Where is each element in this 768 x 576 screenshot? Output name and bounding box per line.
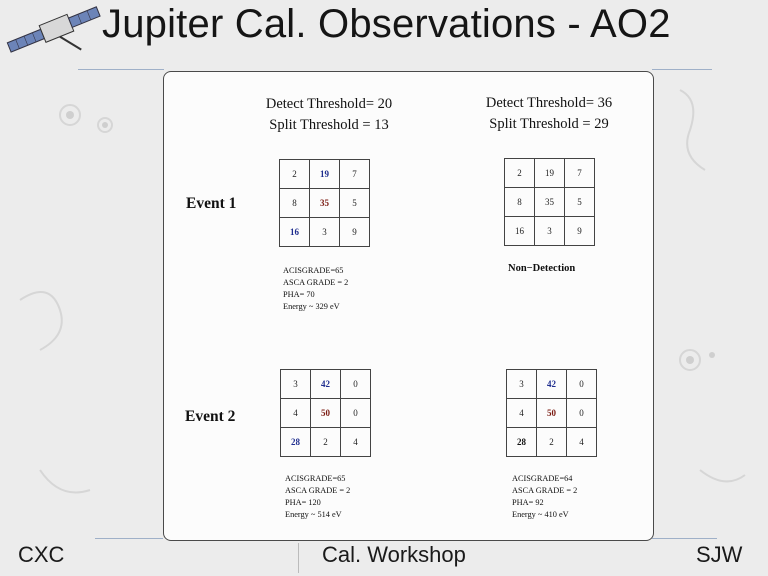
event-1-left-info: ACISGRADE=65 ASCA GRADE = 2 PHA= 70 Ener…	[283, 265, 348, 313]
grid-cell: 5	[564, 187, 595, 217]
grid-row: 4 50 0	[506, 398, 597, 428]
grid-row: 3 42 0	[506, 369, 597, 399]
grid-cell: 8	[279, 188, 310, 218]
grid-cell: 35	[534, 187, 565, 217]
energy-value: Energy ~ 410 eV	[512, 510, 569, 519]
event-2-right-grid: 3 42 0 4 50 0 28 2 4	[506, 369, 597, 457]
pha-value: PHA= 70	[283, 290, 315, 299]
satellite-icon	[6, 6, 101, 53]
energy-value: Energy ~ 514 eV	[285, 510, 342, 519]
left-threshold-block: Detect Threshold= 20 Split Threshold = 1…	[244, 94, 414, 136]
grid-cell: 7	[564, 158, 595, 188]
grid-row: 4 50 0	[280, 398, 371, 428]
grid-cell: 3	[506, 369, 537, 399]
grid-cell: 2	[504, 158, 535, 188]
grid-cell: 9	[339, 217, 370, 247]
asca-grade: ASCA GRADE = 2	[285, 486, 351, 495]
right-split-threshold: Split Threshold = 29	[489, 116, 609, 132]
non-detection-label: Non−Detection	[508, 263, 576, 274]
right-threshold-block: Detect Threshold= 36 Split Threshold = 2…	[464, 93, 634, 135]
grid-cell: 42	[536, 369, 567, 399]
event-1-right-grid: 2 19 7 8 35 5 16 3 9	[504, 158, 595, 246]
footer-rule-left	[95, 538, 163, 539]
grid-cell: 50	[310, 398, 341, 428]
grid-cell: 3	[534, 216, 565, 246]
content-frame	[163, 71, 654, 541]
grid-row: 8 35 5	[504, 187, 595, 217]
acis-grade: ACISGRADE=65	[283, 266, 344, 275]
grid-row: 16 3 9	[504, 216, 595, 246]
gear-watermark-icon	[66, 111, 74, 119]
grid-cell: 8	[504, 187, 535, 217]
grid-cell: 4	[566, 427, 597, 457]
page-title: Jupiter Cal. Observations - AO2	[102, 2, 671, 46]
grid-cell: 50	[536, 398, 567, 428]
grid-row: 28 2 4	[280, 427, 371, 457]
asca-grade: ASCA GRADE = 2	[512, 486, 578, 495]
grid-cell: 16	[279, 217, 310, 247]
title-rule-right	[652, 69, 712, 70]
grid-row: 2 19 7	[279, 159, 370, 189]
asca-grade: ASCA GRADE = 2	[283, 278, 349, 287]
footer-divider	[298, 543, 299, 573]
grid-row: 16 3 9	[279, 217, 370, 247]
event-2-left-grid: 3 42 0 4 50 0 28 2 4	[280, 369, 371, 457]
grid-cell: 16	[504, 216, 535, 246]
grid-row: 28 2 4	[506, 427, 597, 457]
grid-cell: 0	[566, 398, 597, 428]
pha-value: PHA= 120	[285, 498, 321, 507]
footer-left: CXC	[18, 542, 65, 567]
acis-grade: ACISGRADE=64	[512, 474, 573, 483]
pha-value: PHA= 92	[512, 498, 544, 507]
footer-rule-right	[652, 538, 717, 539]
grid-cell: 0	[340, 369, 371, 399]
grid-cell: 2	[536, 427, 567, 457]
right-detect-threshold: Detect Threshold= 36	[485, 95, 613, 111]
grid-cell: 4	[506, 398, 537, 428]
grid-cell: 9	[564, 216, 595, 246]
grid-cell: 42	[310, 369, 341, 399]
event-1-label: Event 1	[186, 195, 237, 212]
grid-cell: 0	[340, 398, 371, 428]
grid-cell: 35	[309, 188, 340, 218]
footer-right: SJW	[696, 542, 743, 567]
grid-cell: 28	[280, 427, 311, 457]
grid-cell: 5	[339, 188, 370, 218]
grid-cell: 19	[309, 159, 340, 189]
grid-cell: 7	[339, 159, 370, 189]
grid-cell: 3	[280, 369, 311, 399]
grid-row: 2 19 7	[504, 158, 595, 188]
grid-cell: 2	[279, 159, 310, 189]
left-split-threshold: Split Threshold = 13	[269, 117, 389, 133]
left-detect-threshold: Detect Threshold= 20	[265, 96, 393, 112]
grid-cell: 4	[340, 427, 371, 457]
grid-cell: 28	[506, 427, 537, 457]
grid-row: 3 42 0	[280, 369, 371, 399]
title-rule-left	[78, 69, 164, 70]
acis-grade: ACISGRADE=65	[285, 474, 346, 483]
grid-cell: 2	[310, 427, 341, 457]
grid-cell: 0	[566, 369, 597, 399]
event-2-left-info: ACISGRADE=65 ASCA GRADE = 2 PHA= 120 Ene…	[285, 473, 350, 521]
event-2-label: Event 2	[185, 408, 236, 425]
grid-cell: 3	[309, 217, 340, 247]
grid-row: 8 35 5	[279, 188, 370, 218]
event-2-right-info: ACISGRADE=64 ASCA GRADE = 2 PHA= 92 Ener…	[512, 473, 577, 521]
footer-center: Cal. Workshop	[322, 542, 466, 567]
energy-value: Energy ~ 329 eV	[283, 302, 340, 311]
grid-cell: 19	[534, 158, 565, 188]
grid-cell: 4	[280, 398, 311, 428]
event-1-left-grid: 2 19 7 8 35 5 16 3 9	[279, 159, 370, 247]
